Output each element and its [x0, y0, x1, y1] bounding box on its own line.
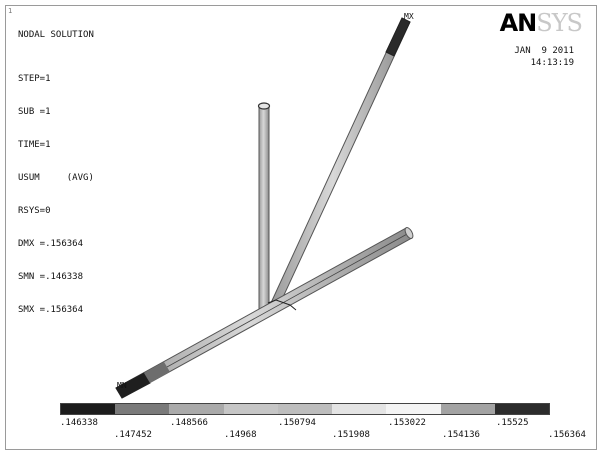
legend-label: .14968 — [224, 430, 257, 440]
info-dmx: DMX =.156364 — [18, 239, 84, 249]
legend-segment — [386, 404, 441, 414]
date-label: JAN 9 2011 — [514, 46, 574, 56]
solution-type-label: NODAL SOLUTION — [18, 30, 94, 40]
info-smx: SMX =.156364 — [18, 305, 84, 315]
ansys-logo: ANSYS — [499, 9, 583, 37]
time-label: 14:13:19 — [530, 58, 574, 68]
legend-label: .151908 — [332, 430, 370, 440]
min-marker: MN — [117, 381, 127, 390]
legend-segment — [61, 404, 116, 414]
legend-label: .150794 — [278, 418, 316, 428]
legend-label: .146338 — [60, 418, 98, 428]
legend-label: .147452 — [114, 430, 152, 440]
max-marker: MX — [404, 12, 414, 21]
logo-prefix: AN — [499, 9, 538, 37]
main-pipe — [115, 227, 414, 399]
info-sub: SUB =1 — [18, 107, 51, 117]
legend-segment — [115, 404, 170, 414]
logo-suffix: SYS — [536, 9, 583, 37]
legend-segment — [440, 404, 495, 414]
legend-label: .148566 — [170, 418, 208, 428]
legend-label: .153022 — [388, 418, 426, 428]
legend-segment — [332, 404, 387, 414]
info-smn: SMN =.146338 — [18, 272, 84, 282]
info-time: TIME=1 — [18, 140, 51, 150]
info-usum: USUM (AVG) — [18, 173, 94, 183]
vertical-pipe — [257, 102, 271, 312]
legend-segment — [223, 404, 278, 414]
contour-legend-bar — [60, 403, 550, 415]
info-step: STEP=1 — [18, 74, 51, 84]
solution-info: STEP=1 SUB =1 TIME=1 USUM (AVG) RSYS=0 D… — [18, 52, 94, 338]
info-rsys: RSYS=0 — [18, 206, 51, 216]
legend-segment — [169, 404, 224, 414]
legend-label: .154136 — [442, 430, 480, 440]
legend-label: .156364 — [548, 430, 586, 440]
graphics-frame — [5, 5, 597, 450]
window-number: 1 — [8, 7, 13, 15]
inclined-pipe — [269, 17, 411, 309]
legend-segment — [494, 404, 549, 414]
legend-segment — [277, 404, 333, 414]
legend-label: .15525 — [496, 418, 529, 428]
